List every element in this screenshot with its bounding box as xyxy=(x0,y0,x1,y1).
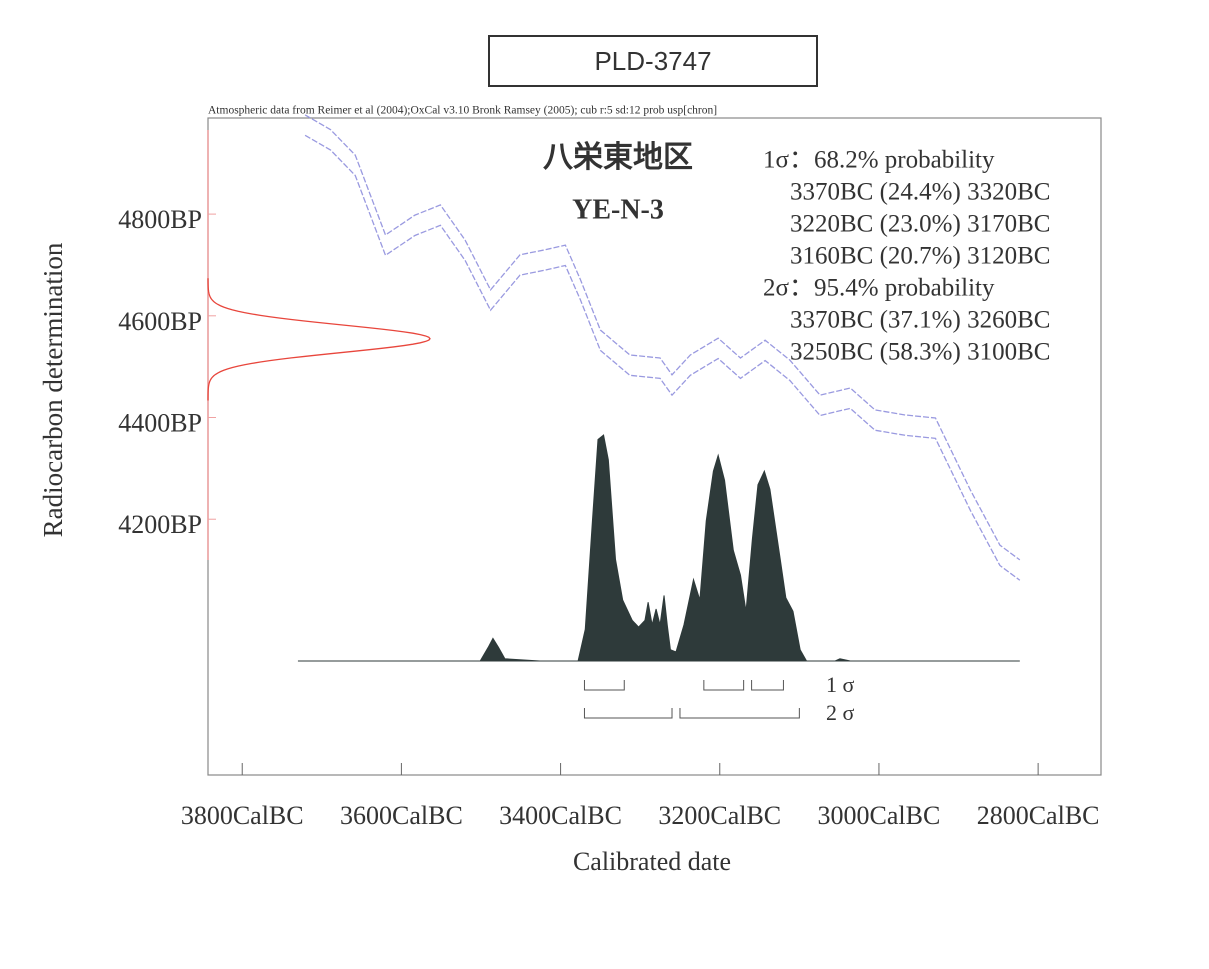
y-tick-label: 4200BP xyxy=(118,510,202,539)
x-tick-label: 3800CalBC xyxy=(181,801,304,830)
range-bracket xyxy=(703,680,745,691)
sigma-heading: 2σ：95.4% probability xyxy=(763,275,995,302)
y-tick-label: 4800BP xyxy=(118,205,202,234)
x-tick-label: 3200CalBC xyxy=(658,801,781,830)
x-tick-label: 3400CalBC xyxy=(499,801,622,830)
title-box xyxy=(488,35,818,87)
range-bracket xyxy=(583,708,673,719)
x-tick-label: 3600CalBC xyxy=(340,801,463,830)
y-tick-label: 4400BP xyxy=(118,408,202,437)
sigma-heading: 1σ：68.2% probability xyxy=(763,147,995,174)
sigma-label: 2 σ xyxy=(826,700,855,725)
subtitle: Atmospheric data from Reimer et al (2004… xyxy=(208,105,717,117)
site-label: 八栄東地区 xyxy=(543,141,693,174)
calibration-curve xyxy=(304,134,1021,581)
x-tick-label: 2800CalBC xyxy=(977,801,1100,830)
measurement-curve xyxy=(207,278,431,401)
x-axis-label: Calibrated date xyxy=(573,847,731,876)
probability-area xyxy=(297,434,1020,662)
chart-title: PLD-3747 xyxy=(594,46,711,76)
sample-label: YE-N-3 xyxy=(572,194,664,225)
range-label: 3160BC (20.7%) 3120BC xyxy=(790,243,1050,270)
range-label: 3370BC (37.1%) 3260BC xyxy=(790,307,1050,334)
range-bracket xyxy=(679,708,800,719)
range-bracket xyxy=(751,680,784,691)
y-tick-label: 4600BP xyxy=(118,307,202,336)
x-tick-label: 3000CalBC xyxy=(818,801,941,830)
range-label: 3220BC (23.0%) 3170BC xyxy=(790,211,1050,238)
range-label: 3370BC (24.4%) 3320BC xyxy=(790,179,1050,206)
range-label: 3250BC (58.3%) 3100BC xyxy=(790,339,1050,366)
sigma-label: 1 σ xyxy=(826,672,855,697)
calibration-curve xyxy=(304,114,1021,561)
y-axis-label: Radiocarbon determination xyxy=(38,242,68,537)
range-bracket xyxy=(583,680,625,691)
